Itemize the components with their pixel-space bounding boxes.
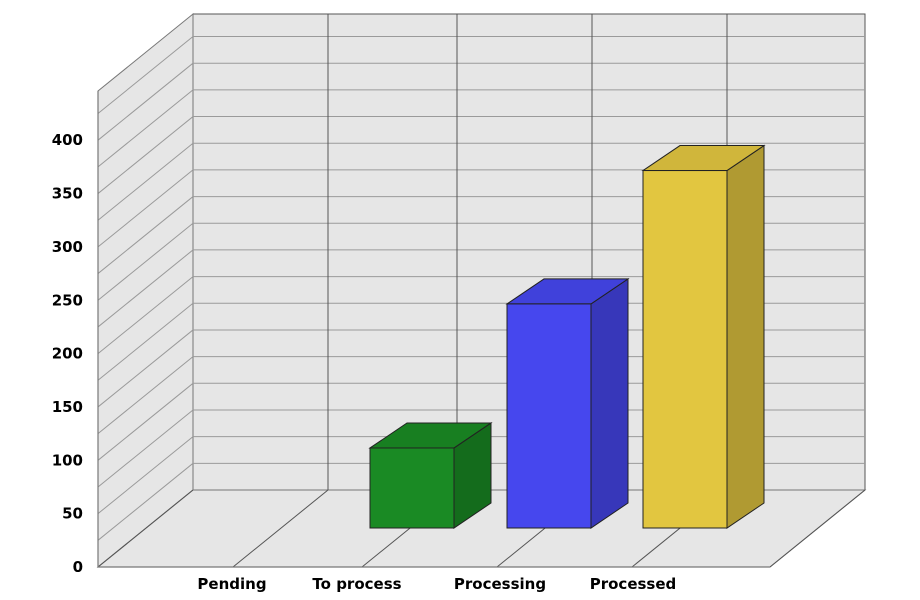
left-wall-gridline <box>97 276 194 354</box>
y-tick-label: 400 <box>52 131 83 149</box>
y-tick-label: 0 <box>73 558 83 576</box>
left-wall-gridline <box>97 462 194 541</box>
bar-side <box>726 144 765 529</box>
bar-front <box>642 170 728 529</box>
left-wall <box>97 12 194 569</box>
y-tick-label: 100 <box>52 451 83 469</box>
left-wall-gridline <box>97 116 194 194</box>
left-wall-gridline <box>97 249 194 328</box>
left-wall-gridline <box>97 169 194 248</box>
y-tick-label: 350 <box>52 185 83 203</box>
y-tick-label: 50 <box>62 505 83 523</box>
bar-front <box>506 303 592 529</box>
left-wall-gridline <box>97 436 194 515</box>
left-wall-gridline <box>97 89 194 168</box>
y-tick-label: 300 <box>52 238 83 256</box>
left-wall-gridline <box>97 36 194 114</box>
bar-side <box>590 277 629 529</box>
bar-front <box>369 447 455 529</box>
x-category-label: Processing <box>454 575 546 593</box>
left-wall-gridline <box>97 196 194 274</box>
left-wall-gridline <box>97 356 194 435</box>
left-wall-gridline <box>97 62 194 141</box>
y-tick-label: 200 <box>52 345 83 363</box>
left-wall-gridline <box>97 382 194 461</box>
x-category-label: Pending <box>197 575 266 593</box>
left-wall-gridline <box>97 409 194 488</box>
left-wall-gridline <box>97 222 194 301</box>
y-tick-label: 250 <box>52 291 83 309</box>
bar-processed <box>641 144 766 529</box>
floor-divider <box>769 489 866 568</box>
bar-to-process <box>368 422 493 529</box>
y-tick-label: 150 <box>52 398 83 416</box>
bar-processing <box>505 277 630 529</box>
floor-divider <box>97 489 194 568</box>
x-category-label: To process <box>312 575 401 593</box>
left-wall-gridline <box>97 302 194 381</box>
left-wall-gridline <box>97 329 194 408</box>
floor-divider <box>232 489 329 568</box>
left-wall-gridline <box>97 142 194 221</box>
x-category-label: Processed <box>590 575 677 593</box>
